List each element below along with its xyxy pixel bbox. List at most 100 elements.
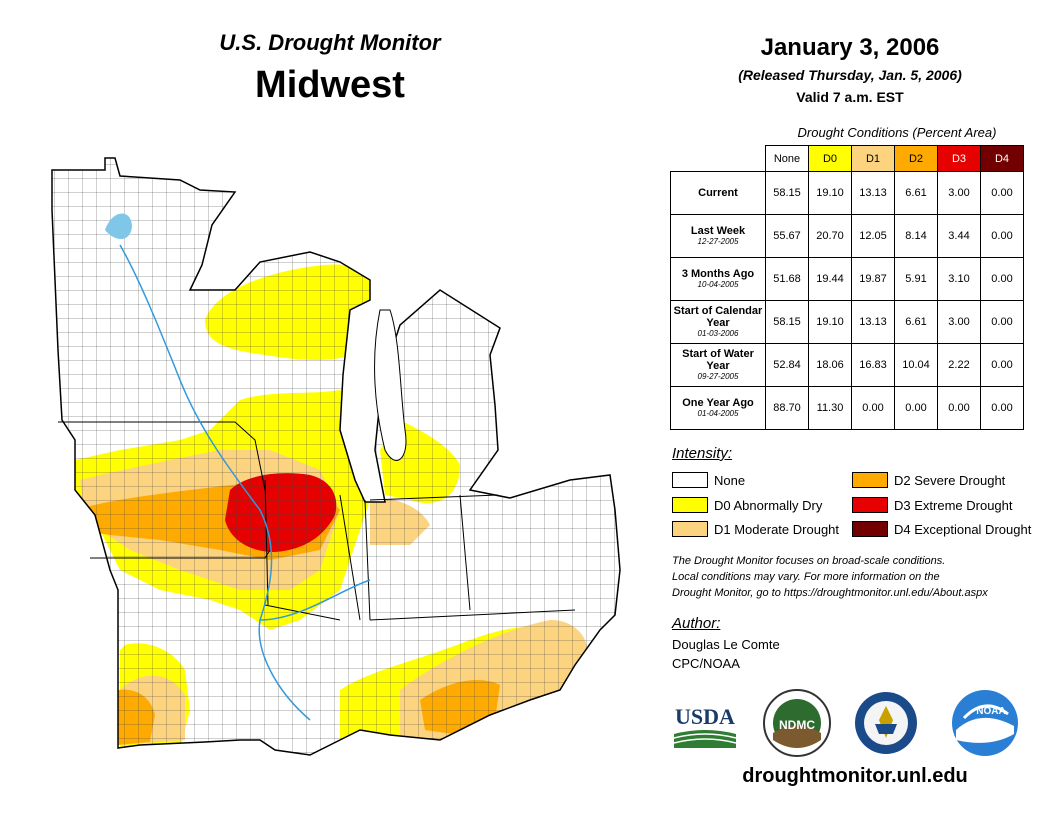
drought-conditions-table: None D0 D1 D2 D3 D4 Current 58.15 19.10 13.… — [670, 145, 1024, 430]
legend-item: D1 Moderate Drought — [672, 521, 839, 537]
cell-value: 0.00 — [980, 214, 1024, 258]
row-label-text: Last Week — [690, 225, 746, 237]
cell-value: 3.10 — [937, 257, 981, 301]
row-label-text: 3 Months Ago — [681, 268, 755, 280]
cell-value: 0.00 — [980, 257, 1024, 301]
row-label: Start of Water Year 09-27-2005 — [670, 343, 766, 387]
legend-label: None — [714, 472, 746, 488]
cell-value: 3.44 — [937, 214, 981, 258]
col-header-none: None — [765, 145, 809, 172]
cell-value: 19.44 — [808, 257, 852, 301]
region-title: Midwest — [255, 64, 405, 106]
legend-swatch — [672, 521, 708, 537]
usda-logo: USDA — [673, 704, 737, 748]
legend-title: Intensity: — [672, 445, 733, 462]
release-date: (Released Thursday, Jan. 5, 2006) — [738, 67, 962, 83]
cell-value: 11.30 — [808, 386, 852, 430]
row-date: 01-04-2005 — [697, 409, 739, 418]
legend-item: None — [672, 472, 745, 488]
site-url[interactable]: droughtmonitor.unl.edu — [742, 765, 968, 787]
commerce-seal-logo — [855, 692, 917, 754]
map-subtitle: U.S. Drought Monitor — [219, 30, 441, 55]
legend-swatch — [852, 472, 888, 488]
ndmc-logo-text: NDMC — [779, 718, 815, 732]
legend-item: D2 Severe Drought — [852, 472, 1005, 488]
cell-value: 0.00 — [937, 386, 981, 430]
legend-label: D0 Abnormally Dry — [714, 497, 823, 513]
cell-value: 12.05 — [851, 214, 895, 258]
author-org: CPC/NOAA — [672, 656, 740, 671]
cell-value: 13.13 — [851, 171, 895, 215]
cell-value: 0.00 — [980, 171, 1024, 215]
legend-label: D2 Severe Drought — [894, 472, 1006, 488]
table-row: One Year Ago 01-04-2005 88.70 11.30 0.00 0.00… — [670, 386, 1024, 430]
ndmc-logo: NDMC — [763, 689, 831, 757]
cell-value: 0.00 — [980, 386, 1024, 430]
cell-value: 88.70 — [765, 386, 809, 430]
legend-label: D1 Moderate Drought — [714, 521, 840, 537]
table-row: Last Week 12-27-2005 55.67 20.70 12.05 8.14 3.… — [670, 214, 1024, 258]
row-label-text: One Year Ago — [682, 397, 754, 409]
col-header-d4: D4 — [980, 145, 1024, 172]
table-row: 3 Months Ago 10-04-2005 51.68 19.44 19.87 5.9… — [670, 257, 1024, 301]
row-label: Start of Calendar Year 01-03-2006 — [670, 300, 766, 344]
cell-value: 19.10 — [808, 300, 852, 344]
cell-value: 51.68 — [765, 257, 809, 301]
row-date: 12-27-2005 — [697, 237, 739, 246]
row-label-text: Start of Water Year — [682, 348, 754, 372]
cell-value: 10.04 — [894, 343, 938, 387]
legend-swatch — [672, 472, 708, 488]
cell-value: 16.83 — [851, 343, 895, 387]
cell-value: 58.15 — [765, 171, 809, 215]
cell-value: 0.00 — [894, 386, 938, 430]
legend-item: D0 Abnormally Dry — [672, 497, 822, 513]
table-row: Start of Water Year 09-27-2005 52.84 18.06 1… — [670, 343, 1024, 387]
cell-value: 3.00 — [937, 171, 981, 215]
legend-swatch — [852, 497, 888, 513]
cell-value: 52.84 — [765, 343, 809, 387]
table-corner — [671, 146, 766, 172]
drought-map — [51, 157, 621, 756]
cell-value: 6.61 — [894, 171, 938, 215]
cell-value: 58.15 — [765, 300, 809, 344]
row-label: One Year Ago 01-04-2005 — [670, 386, 766, 430]
cell-value: 2.22 — [937, 343, 981, 387]
cell-value: 19.87 — [851, 257, 895, 301]
row-date: 09-27-2005 — [697, 372, 739, 381]
usda-logo-text: USDA — [675, 704, 735, 729]
cell-value: 18.06 — [808, 343, 852, 387]
table-header-row: None D0 D1 D2 D3 D4 — [671, 145, 1024, 172]
col-header-d3: D3 — [937, 145, 981, 172]
row-label: Current — [670, 171, 766, 215]
legend-swatch — [672, 497, 708, 513]
noaa-logo-text: NOAA — [976, 706, 1005, 717]
cell-value: 0.00 — [980, 300, 1024, 344]
note-line: Drought Monitor, go to https://droughtmo… — [672, 587, 988, 599]
note-line: Local conditions may vary. For more info… — [672, 571, 940, 583]
table-caption: Drought Conditions (Percent Area) — [797, 125, 997, 140]
col-header-d2: D2 — [894, 145, 938, 172]
author-name: Douglas Le Comte — [672, 637, 780, 652]
row-label-text: Current — [698, 187, 738, 199]
note-line: The Drought Monitor focuses on broad-sca… — [672, 555, 946, 567]
noaa-logo: NOAA — [952, 690, 1018, 756]
row-label-text: Start of Calendar Year — [673, 305, 763, 329]
cell-value: 13.13 — [851, 300, 895, 344]
row-label: 3 Months Ago 10-04-2005 — [670, 257, 766, 301]
valid-time: Valid 7 a.m. EST — [796, 89, 904, 105]
row-date: 01-03-2006 — [697, 329, 739, 338]
cell-value: 55.67 — [765, 214, 809, 258]
legend-label: D4 Exceptional Drought — [894, 521, 1032, 537]
cell-value: 3.00 — [937, 300, 981, 344]
row-date: 10-04-2005 — [697, 280, 739, 289]
cell-value: 6.61 — [894, 300, 938, 344]
row-label: Last Week 12-27-2005 — [670, 214, 766, 258]
legend-swatch — [852, 521, 888, 537]
table-row: Start of Calendar Year 01-03-2006 58.15 19.… — [670, 300, 1024, 344]
legend-label: D3 Extreme Drought — [894, 497, 1013, 513]
cell-value: 19.10 — [808, 171, 852, 215]
table-row: Current 58.15 19.10 13.13 6.61 3.00 0.00 — [670, 171, 1024, 215]
col-header-d0: D0 — [808, 145, 852, 172]
cell-value: 8.14 — [894, 214, 938, 258]
col-header-d1: D1 — [851, 145, 895, 172]
